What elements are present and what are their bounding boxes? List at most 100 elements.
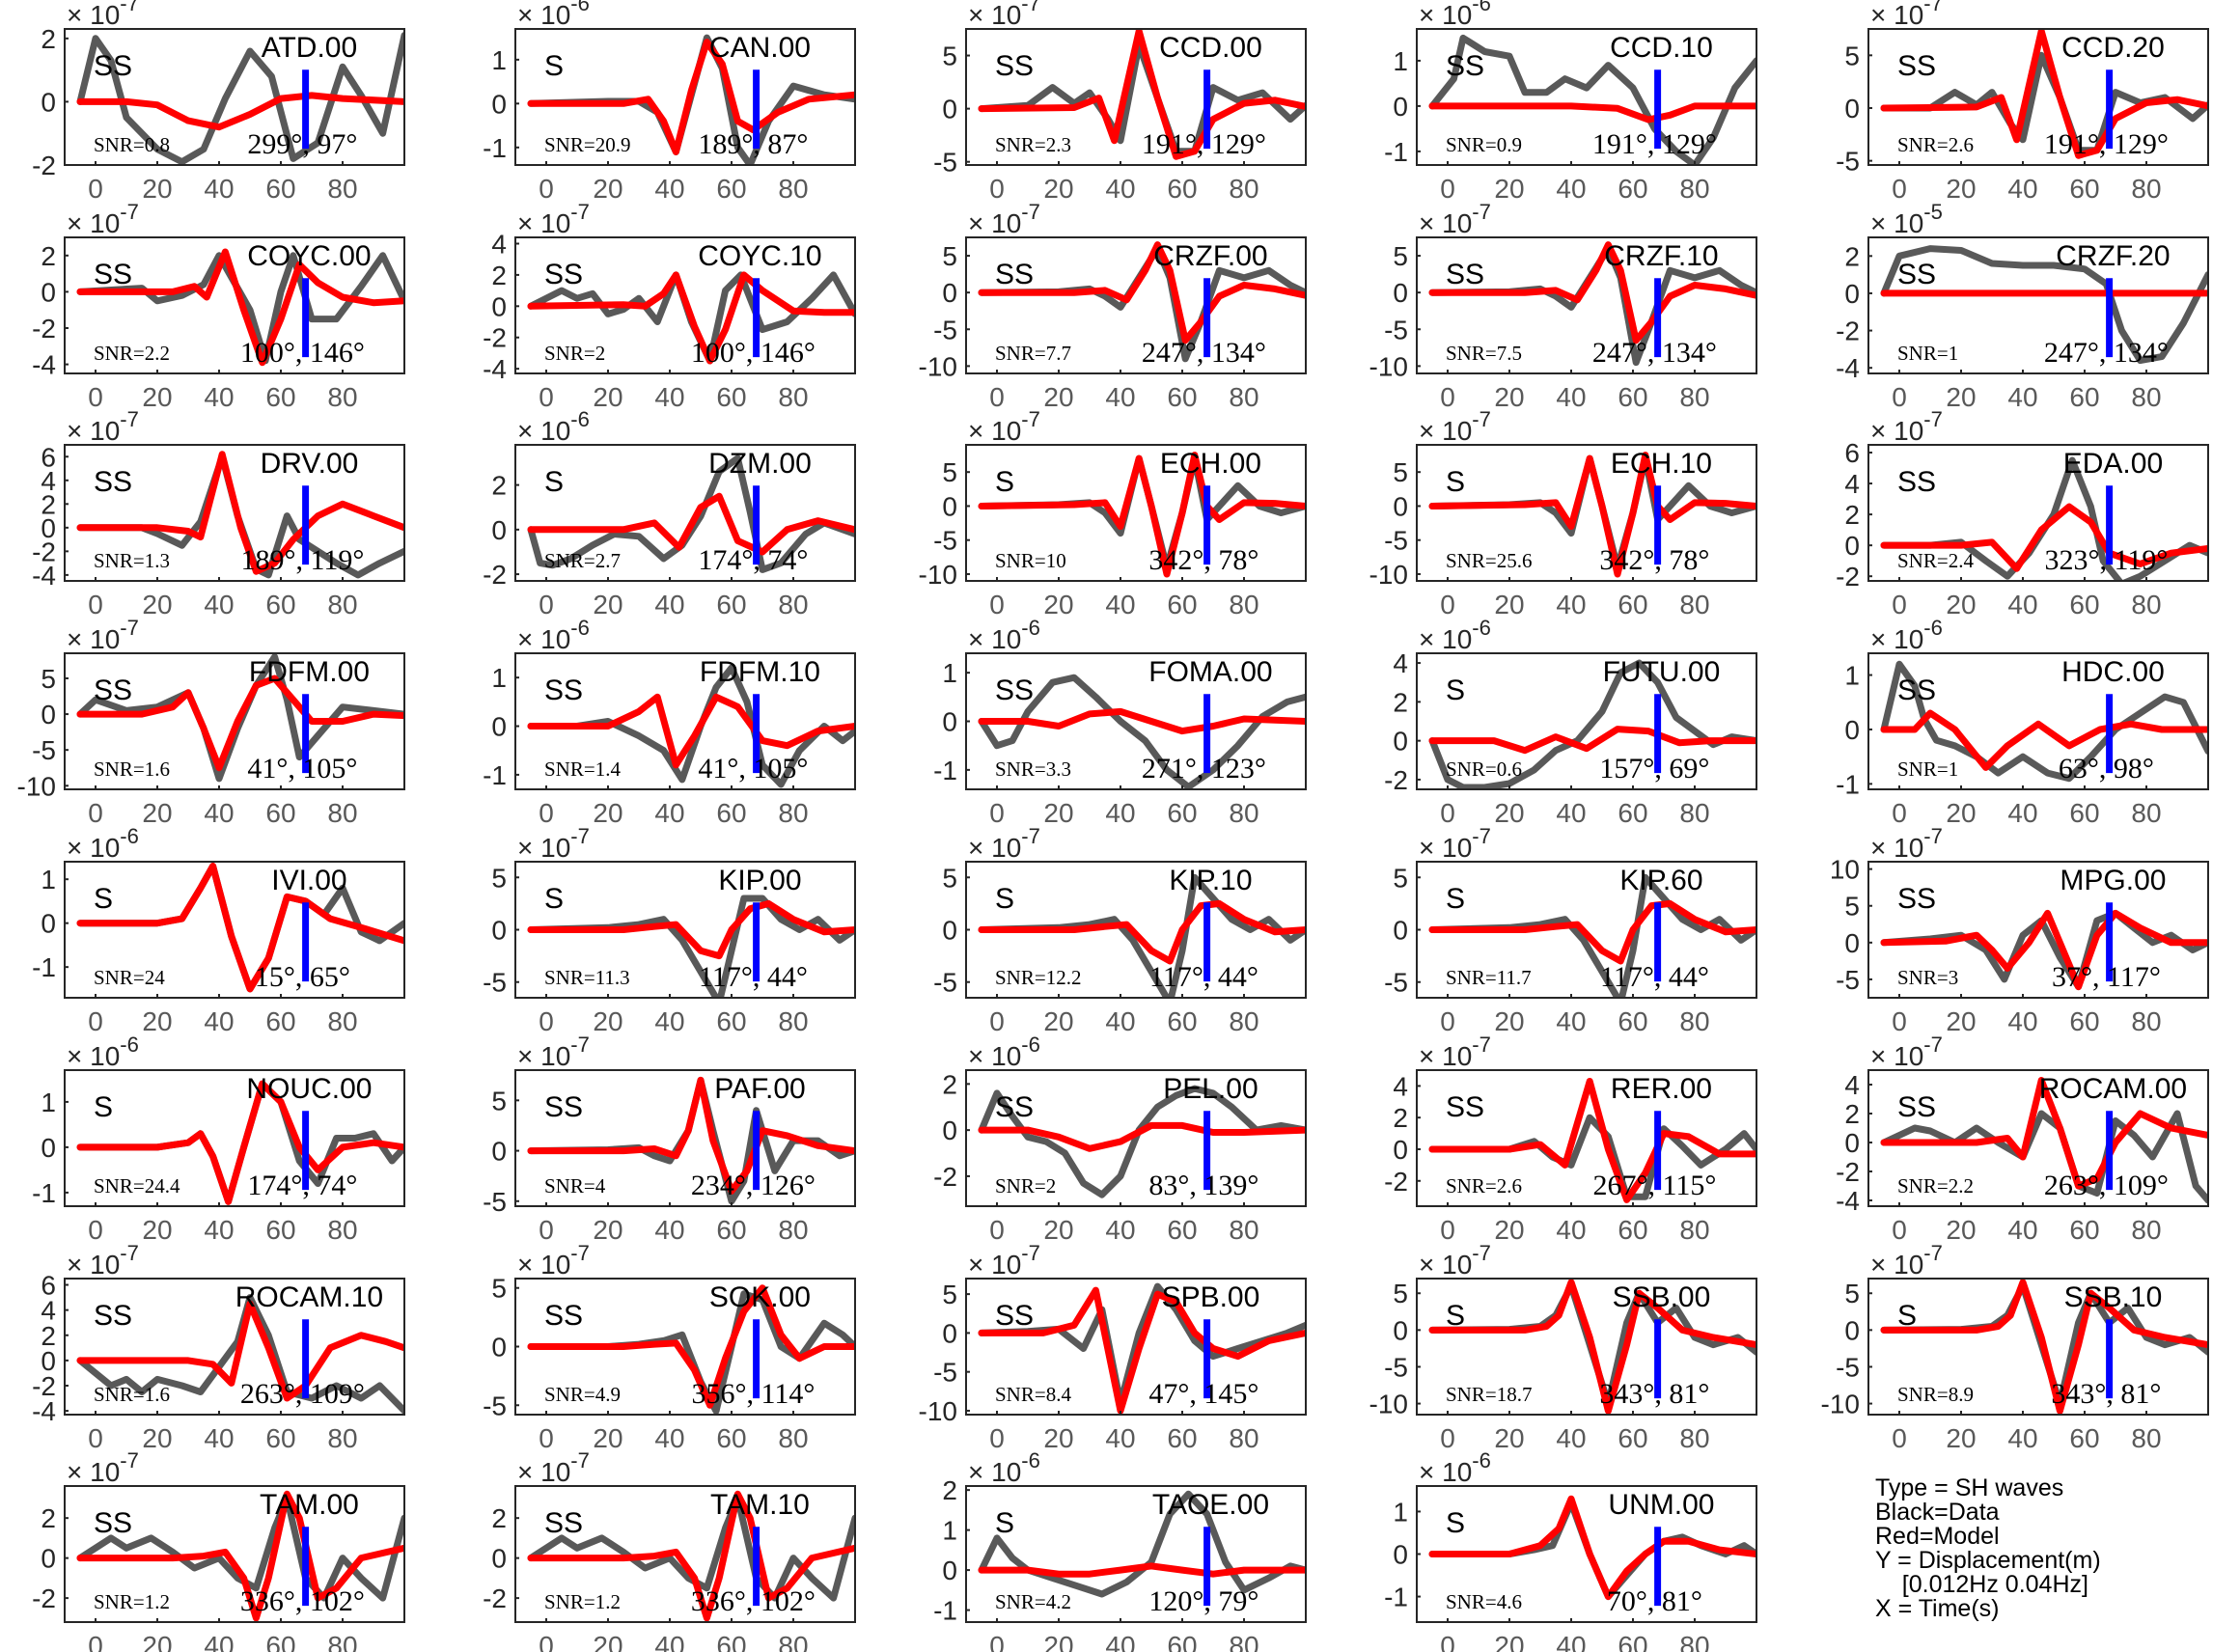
x-tick-label: 60 — [1167, 174, 1197, 204]
x-tick-label: 60 — [1167, 798, 1197, 828]
y-tick-label: 0 — [1844, 94, 1860, 124]
axes-box — [64, 444, 405, 582]
x-tick-label: 0 — [539, 382, 554, 412]
data-trace — [1428, 1282, 1756, 1408]
x-tick-label: 40 — [1105, 1631, 1135, 1652]
panel-spb-00: 0 20 40 60 80 5 0 -5 -10 × 10-7 SS SPB.00 SNR=8.4 47°… — [919, 1241, 1307, 1453]
x-tick-label: 20 — [1494, 382, 1524, 412]
station-label: KIP.60 — [1619, 865, 1702, 896]
data-trace — [76, 1494, 404, 1602]
data-trace — [978, 1085, 1306, 1198]
phase-label: SS — [995, 50, 1034, 82]
y-exponent-label: × 10-7 — [1419, 824, 1491, 863]
y-tick-label: 0 — [41, 1544, 56, 1574]
azimuth-angles-label: 263°, 109° — [240, 1378, 365, 1410]
axes-box — [1416, 1278, 1757, 1416]
x-tick-label: 40 — [1105, 1215, 1135, 1245]
panel-ivi-00: 0 20 40 60 80 1 0 -1 × 10-6 S IVI.00 SNR=24 15°, 65° — [32, 824, 405, 1036]
y-tick-label: -5 — [933, 315, 957, 344]
x-tick-label: 60 — [265, 1631, 295, 1652]
x-tick-label: 80 — [1229, 1006, 1258, 1036]
y-tick-label: 1 — [942, 1516, 957, 1546]
y-exponent-label: × 10-7 — [517, 824, 590, 863]
x-tick-label: 80 — [1229, 590, 1258, 620]
snr-label: SNR=10 — [995, 549, 1066, 572]
y-exponent-label: × 10-6 — [1419, 1448, 1491, 1487]
station-label: ROCAM.00 — [2039, 1073, 2187, 1105]
station-label: RER.00 — [1611, 1073, 1712, 1105]
x-tick-label: 60 — [265, 590, 295, 620]
y-tick-label: 5 — [491, 863, 507, 893]
azimuth-angles-label: 100°, 146° — [240, 337, 365, 369]
data-trace — [76, 252, 404, 365]
phase-label: S — [995, 1507, 1014, 1539]
panel-taoe-00: 0 20 40 60 80 2 1 0 -1 × 10-6 S TAOE.00 SNR=4.2 120°,… — [933, 1448, 1307, 1652]
x-tick-label: 0 — [1892, 798, 1907, 828]
station-label: COYC.00 — [247, 240, 371, 272]
x-tick-label: 40 — [1556, 174, 1586, 204]
snr-label: SNR=24.4 — [94, 1174, 180, 1198]
y-tick-label: 0 — [1393, 727, 1408, 757]
snr-label: SNR=7.7 — [995, 342, 1071, 365]
x-tick-label: 0 — [88, 1215, 103, 1245]
panel-can-00: 0 20 40 60 80 1 0 -1 × 10-6 S CAN.00 SNR=20.9 189°, … — [483, 0, 856, 204]
y-tick-label: 0 — [41, 700, 56, 730]
panel-kip-00: 0 20 40 60 80 5 0 -5 × 10-7 S KIP.00 SNR=11.3 117°, … — [483, 824, 856, 1036]
azimuth-angles-label: 117°, 44° — [699, 961, 808, 993]
x-tick-label: 20 — [1494, 1423, 1524, 1453]
x-tick-label: 0 — [539, 590, 554, 620]
station-label: SPB.00 — [1162, 1281, 1260, 1313]
y-tick-label: 2 — [942, 1069, 957, 1099]
y-exponent-label: × 10-6 — [968, 1448, 1040, 1487]
y-tick-label: 2 — [41, 489, 56, 519]
y-exponent-label: × 10-7 — [67, 200, 139, 238]
panel-nouc-00: 0 20 40 60 80 1 0 -1 × 10-6 S NOUC.00 SNR=24.4 174°,… — [32, 1032, 405, 1245]
x-tick-label: 20 — [1946, 1215, 1976, 1245]
azimuth-angles-label: 63°, 98° — [2059, 753, 2154, 785]
x-tick-label: 40 — [1556, 1215, 1586, 1245]
snr-label: SNR=24 — [94, 966, 165, 989]
y-tick-label: 0 — [942, 1115, 957, 1145]
snr-label: SNR=25.6 — [1446, 549, 1532, 572]
x-tick-label: 20 — [142, 174, 172, 204]
x-tick-label: 80 — [2131, 174, 2161, 204]
phase-label: SS — [94, 259, 132, 290]
panel-crzf-10: 0 20 40 60 80 5 0 -5 -10 × 10-7 SS CRZF.10 SNR=7.5 24… — [1369, 200, 1757, 412]
snr-label: SNR=11.3 — [544, 966, 630, 989]
azimuth-angles-label: 70°, 81° — [1607, 1585, 1702, 1617]
y-tick-label: -5 — [483, 1187, 507, 1217]
phase-label: S — [995, 883, 1014, 915]
x-tick-label: 80 — [778, 798, 808, 828]
x-tick-label: 80 — [1229, 1631, 1258, 1652]
model-trace — [527, 39, 855, 155]
model-trace — [1428, 452, 1756, 578]
model-trace — [76, 1300, 404, 1402]
x-tick-label: 60 — [716, 174, 746, 204]
y-tick-label: 0 — [942, 1556, 957, 1585]
y-tick-label: 0 — [942, 95, 957, 124]
snr-label: SNR=3 — [1897, 966, 1958, 989]
model-trace — [527, 271, 855, 365]
y-tick-label: 6 — [41, 1271, 56, 1301]
x-tick-label: 20 — [593, 1423, 622, 1453]
y-tick-label: -5 — [32, 735, 56, 765]
x-tick-label: 80 — [1679, 1006, 1709, 1036]
y-tick-label: -10 — [919, 560, 957, 590]
x-tick-label: 0 — [88, 1631, 103, 1652]
y-tick-label: 5 — [491, 1274, 507, 1304]
x-tick-label: 60 — [1618, 1423, 1647, 1453]
x-tick-label: 60 — [2069, 1423, 2099, 1453]
axes-box — [1416, 28, 1757, 166]
y-tick-label: -1 — [32, 1178, 56, 1208]
y-tick-label: 0 — [1393, 1315, 1408, 1345]
x-tick-label: 40 — [2007, 382, 2037, 412]
model-trace — [978, 29, 1306, 160]
phase-label: SS — [94, 1300, 132, 1332]
x-tick-label: 60 — [716, 1423, 746, 1453]
phase-label: SS — [995, 259, 1034, 290]
station-label: TAM.10 — [710, 1489, 810, 1521]
